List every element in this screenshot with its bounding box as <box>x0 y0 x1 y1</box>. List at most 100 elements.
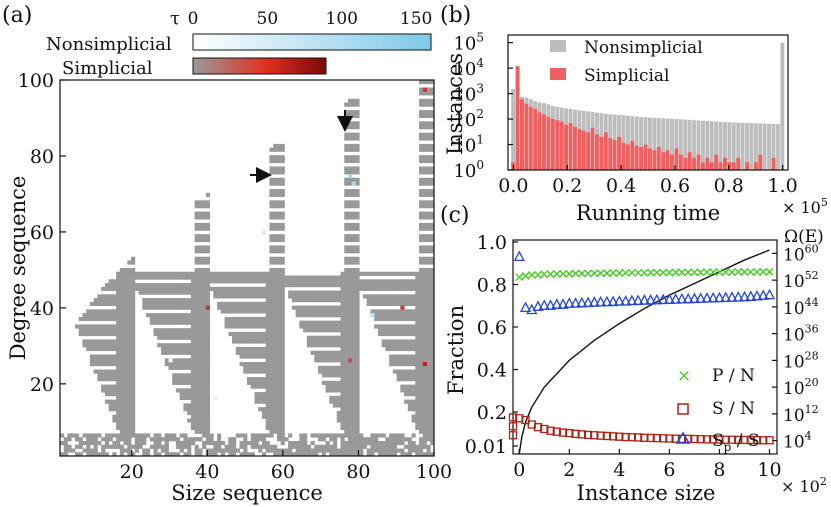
heatmap-cell <box>355 177 360 182</box>
heatmap-cell <box>280 440 285 446</box>
heatmap-cell <box>276 200 282 205</box>
heatmap-cell <box>318 448 323 453</box>
heatmap-cell <box>404 313 409 318</box>
heatmap-cell <box>426 369 431 374</box>
heatmap-cell <box>344 290 349 295</box>
heatmap-cell <box>276 158 282 164</box>
point-sn <box>627 433 637 442</box>
heatmap-cell <box>303 440 308 446</box>
heatmap-cell <box>168 331 173 337</box>
heatmap-cell <box>273 335 278 340</box>
heatmap-cell <box>198 377 203 382</box>
heatmap-cell <box>396 298 401 303</box>
heatmap-cell <box>175 320 181 325</box>
heatmap-cell <box>116 339 121 344</box>
heatmap-cell <box>190 414 196 419</box>
heatmap-cell <box>194 392 199 397</box>
point-sps <box>551 298 563 309</box>
heatmap-cell <box>355 245 360 250</box>
y-tick-label: 40 <box>30 298 54 320</box>
heatmap-cell <box>411 279 416 284</box>
heatmap-cell <box>138 433 143 438</box>
heatmap-cell <box>82 433 87 438</box>
heatmap-cell <box>202 286 207 291</box>
heatmap-cell <box>104 437 110 442</box>
heatmap-cell <box>291 444 297 449</box>
heatmap-cell <box>112 392 117 397</box>
heatmap-cell <box>108 403 113 408</box>
heatmap-cell <box>407 377 412 382</box>
heatmap-cell <box>422 346 427 352</box>
heatmap-cell <box>190 283 196 288</box>
heatmap-cell <box>254 305 259 310</box>
heatmap-cell <box>299 440 304 446</box>
heatmap-cell <box>131 414 136 419</box>
heatmap-cell <box>385 346 390 352</box>
heatmap-cell <box>426 373 431 378</box>
heatmap-cell <box>198 328 203 333</box>
heatmap-cell <box>194 452 199 457</box>
heatmap-cell <box>254 392 259 397</box>
heatmap-cell <box>261 320 267 325</box>
heatmap-cell <box>119 448 124 453</box>
heatmap-cell <box>131 313 136 318</box>
heatmap-cell <box>142 437 147 442</box>
heatmap-cell <box>160 328 166 333</box>
heatmap-cell <box>351 226 356 231</box>
heatmap-cell <box>273 305 278 310</box>
heatmap-cell <box>194 298 199 303</box>
heatmap-cell <box>340 448 345 453</box>
heatmap-cell <box>430 279 435 284</box>
heatmap-cell <box>261 331 267 337</box>
heatmap-cell <box>344 279 349 284</box>
heatmap-cell <box>385 328 390 333</box>
heatmap-cell <box>175 437 181 442</box>
bar-simplicial <box>515 66 520 170</box>
point-sn <box>558 428 568 437</box>
heatmap-cell <box>407 279 412 284</box>
heatmap-cell <box>419 234 424 239</box>
heatmap-cell <box>340 433 345 438</box>
heatmap-cell <box>269 403 274 408</box>
heatmap-cell <box>422 328 427 333</box>
heatmap-cell <box>67 448 72 453</box>
heatmap-cell <box>280 260 285 265</box>
heatmap-cell <box>407 452 412 457</box>
heatmap-cell <box>377 452 383 457</box>
heatmap-cell <box>422 388 427 393</box>
heatmap-cell <box>101 358 106 363</box>
heatmap-cell <box>175 331 181 337</box>
heatmap-cell <box>232 331 237 337</box>
point-sps <box>563 297 575 308</box>
heatmap-cell <box>202 283 207 288</box>
heatmap-cell <box>419 313 424 318</box>
heatmap-cell <box>340 437 345 442</box>
heatmap-cell <box>295 298 300 303</box>
heatmap-cell <box>232 324 237 329</box>
heatmap-cell <box>172 362 177 367</box>
heatmap-cell <box>261 305 267 310</box>
heatmap-cell <box>209 437 214 442</box>
heatmap-cell <box>419 294 424 299</box>
heatmap-cell <box>190 395 196 400</box>
heatmap-cell <box>247 301 252 306</box>
colorbar-tau-label: τ <box>170 8 180 29</box>
heatmap-cell <box>422 437 427 442</box>
heatmap-cell <box>321 275 326 280</box>
heatmap-cell <box>415 305 420 310</box>
heatmap-cell <box>205 271 210 276</box>
heatmap-cell <box>426 429 431 434</box>
heatmap-cell <box>250 365 255 370</box>
heatmap-cell <box>422 80 427 85</box>
heatmap-cell <box>329 433 334 438</box>
heatmap-cell <box>374 437 379 442</box>
heatmap-cell <box>404 343 409 348</box>
heatmap-cell <box>396 324 401 329</box>
heatmap-cell <box>392 343 397 348</box>
heatmap-cell <box>355 121 360 126</box>
heatmap-cell <box>430 429 435 434</box>
heatmap-cell <box>254 384 259 389</box>
heatmap-cell <box>269 358 274 363</box>
heatmap-cell <box>86 331 91 337</box>
heatmap-cell <box>149 271 154 276</box>
